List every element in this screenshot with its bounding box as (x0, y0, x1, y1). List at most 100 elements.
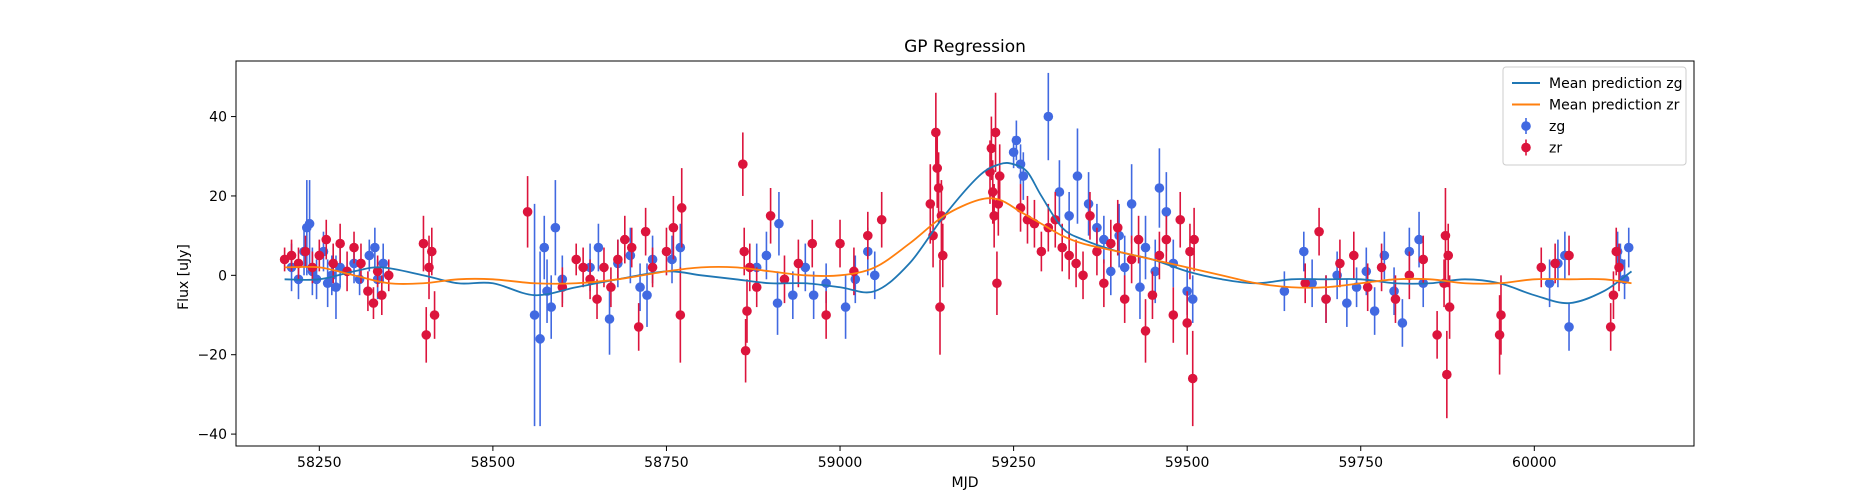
data-point-zg (1126, 199, 1137, 209)
data-point-zg (1106, 266, 1116, 277)
data-point-zr (668, 222, 679, 233)
data-point-zr (335, 238, 345, 249)
data-point-zr (1064, 250, 1074, 261)
data-point-zg (1154, 183, 1165, 193)
data-point-zr (599, 262, 609, 273)
data-point-zr (740, 345, 751, 356)
data-point-zg (675, 242, 686, 253)
data-point-zr (1119, 294, 1130, 304)
data-point-zr (1536, 262, 1547, 273)
data-point-zg (1623, 242, 1634, 253)
data-point-zg (378, 258, 388, 269)
data-point-zr (993, 199, 1004, 209)
data-point-zr (418, 238, 429, 249)
data-point-zr (1085, 210, 1095, 221)
data-point-zr (293, 258, 304, 269)
data-point-zr (633, 322, 644, 332)
data-point-zr (990, 127, 1001, 138)
x-tick-label: 59500 (1165, 455, 1210, 471)
data-point-zg (788, 290, 798, 300)
legend-marker-swatch (1521, 142, 1531, 153)
data-point-zg (1083, 199, 1094, 209)
data-point-zr (279, 254, 290, 265)
data-point-zr (647, 262, 658, 273)
data-point-zr (640, 226, 651, 237)
data-point-zr (937, 250, 948, 261)
data-point-zr (779, 274, 790, 285)
data-point-zr (1175, 214, 1186, 225)
data-point-zr (1185, 246, 1195, 257)
plot-area (279, 72, 1634, 427)
data-point-zg (772, 298, 783, 308)
x-tick-label: 59000 (818, 455, 863, 471)
data-point-zr (1036, 246, 1047, 257)
data-point-zg (1397, 318, 1408, 328)
data-point-zg (625, 250, 636, 261)
data-point-zg (1361, 266, 1372, 277)
data-point-zg (1054, 187, 1065, 197)
data-point-zr (1335, 258, 1345, 269)
data-point-zr (992, 278, 1002, 289)
legend-entry: zr (1521, 139, 1562, 157)
data-point-zr (372, 266, 383, 277)
data-point-zg (1099, 234, 1109, 245)
data-point-zr (1154, 250, 1165, 261)
data-point-zg (1342, 298, 1352, 308)
data-point-zr (592, 294, 602, 304)
data-point-zr (571, 254, 581, 265)
data-point-zr (676, 203, 687, 213)
y-tick-label: 40 (209, 110, 227, 126)
data-point-zg (370, 242, 380, 253)
data-point-zr (932, 163, 943, 173)
data-point-zg (322, 278, 333, 289)
data-point-zr (931, 127, 941, 138)
data-point-zr (328, 258, 339, 269)
chart-title: GP Regression (904, 37, 1026, 57)
legend-label: Mean prediction zr (1549, 98, 1680, 114)
legend: Mean prediction zg Mean prediction zr zg zr (1502, 66, 1687, 166)
data-point-zr (429, 310, 440, 320)
data-point-zr (1376, 262, 1387, 273)
data-point-zg (550, 222, 561, 233)
data-point-zr (620, 234, 630, 245)
data-point-zr (1432, 330, 1442, 340)
data-point-zr (421, 330, 432, 340)
x-axis-label: MJD (952, 475, 979, 491)
data-point-zg (840, 302, 851, 312)
data-point-zr (739, 246, 750, 257)
data-point-zr (835, 238, 845, 249)
data-point-zg (869, 270, 880, 281)
data-point-zr (1099, 278, 1109, 289)
data-point-zr (578, 262, 588, 273)
data-point-zr (1494, 330, 1505, 340)
data-point-zr (1147, 290, 1158, 300)
data-point-zg (1414, 234, 1424, 245)
data-point-zg (604, 314, 615, 324)
data-point-zr (363, 286, 373, 297)
data-point-zr (675, 310, 686, 320)
data-point-zr (1362, 282, 1373, 293)
data-point-zr (1614, 262, 1624, 273)
data-point-zr (661, 246, 672, 257)
data-point-zr (368, 298, 379, 308)
data-point-zr (1092, 246, 1102, 257)
data-point-zr (765, 210, 776, 221)
data-point-zr (1314, 226, 1324, 237)
data-point-zr (349, 242, 359, 253)
data-point-zr (426, 246, 437, 257)
data-point-zr (807, 238, 818, 249)
legend-entry: zg (1521, 118, 1565, 135)
data-point-zr (356, 258, 366, 269)
data-point-zr (1442, 369, 1452, 380)
data-point-zr (314, 250, 325, 261)
data-point-zr (1182, 318, 1192, 328)
data-point-zr (383, 270, 394, 281)
data-point-zg (539, 242, 550, 253)
data-point-zg (642, 290, 652, 300)
legend-box (1502, 66, 1687, 166)
data-point-zr (1564, 250, 1574, 261)
data-point-zr (1106, 238, 1116, 249)
data-point-zr (606, 282, 616, 293)
data-point-zr (1189, 234, 1199, 245)
